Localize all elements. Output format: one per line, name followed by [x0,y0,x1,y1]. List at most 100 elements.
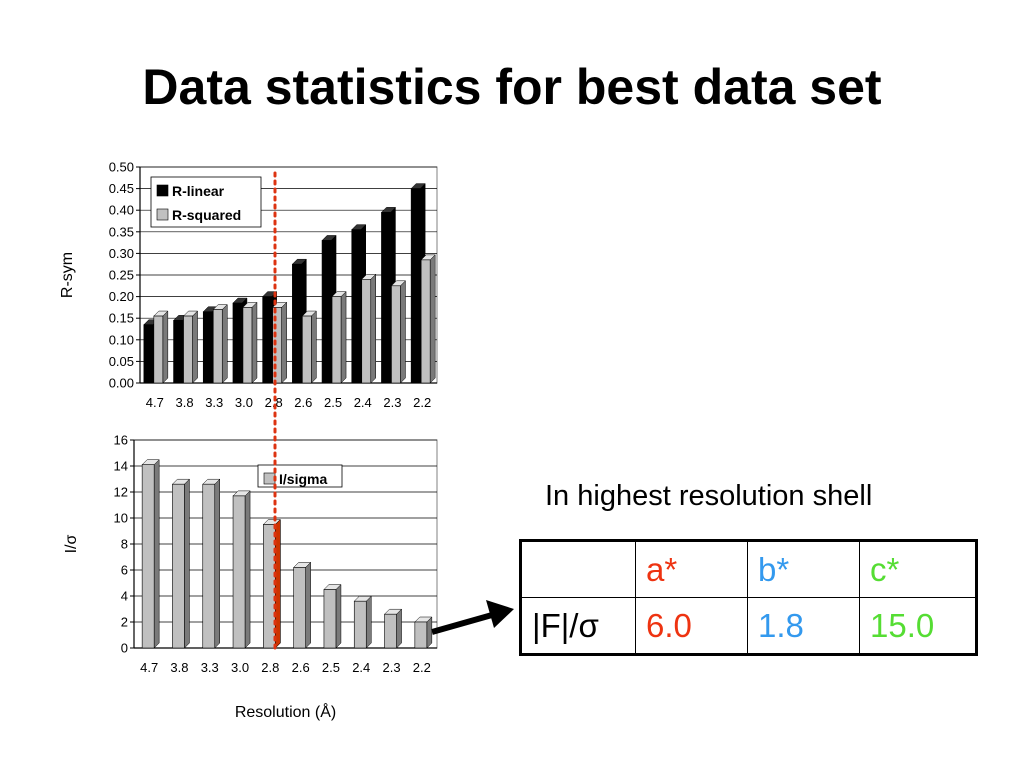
legend-swatch [156,208,169,221]
bar-isigma-2.2-side [426,616,433,649]
stats-row-label: |F|/σ [520,597,636,655]
x-tick-label: 2.8 [265,395,283,410]
legend-label: R-squared [172,207,241,223]
y-tick-label: 0.10 [109,332,134,347]
bar-isigma-2.3-front [384,613,397,649]
bar-isigma-2.4-front [353,600,367,649]
legend-label: R-linear [172,183,225,199]
x-tick-label: 2.8 [261,660,279,675]
i-sigma-chart: 0 2 4 6 8 10 12 14 16 4.7 3.8 3.3 3.0 2.8 2.6 2.5 2.4 2.3… [63,433,438,721]
stats-header-row: a* b* c* [520,540,977,598]
y-tick-label: 8 [121,537,128,552]
bar-rlinear-2.3-front [381,212,391,384]
bar-isigma-4.7 [141,459,160,649]
bar-isigma-2.5 [323,583,342,649]
bar-rsquared-2.4-front [361,279,372,384]
x-tick-label: 3.8 [170,660,188,675]
bar-rsquared-2.5 [331,290,347,384]
bar-isigma-2.6-front [293,567,306,649]
y-tick-label: 0.20 [109,289,134,304]
bar-rsquared-3.0 [242,301,258,384]
bar-rlinear-4.7-front [143,324,154,384]
stats-value-a: 6.0 [635,597,748,655]
y-tick-label: 0.50 [109,160,134,175]
legend: R-linear R-squared [150,176,262,228]
bar-rlinear-3.3-front [202,311,213,384]
x-tick-label: 3.3 [201,660,219,675]
y-axis-label: I/σ [63,534,80,553]
x-tick-label: 3.3 [205,395,223,410]
stats-value-row: |F|/σ 6.0 1.8 15.0 [520,597,977,655]
bar-rsquared-3.3-front [212,309,223,384]
stats-header-b: b* [747,540,860,598]
y-tick-label: 0.15 [109,311,134,326]
bar-rsquared-2.8-side [281,301,287,384]
legend-box [150,176,262,228]
x-tick-label: 2.5 [322,660,340,675]
bar-rsquared-2.5-side [340,290,347,384]
x-tick-label: 3.8 [176,395,194,410]
bar-isigma-2.2 [414,616,433,649]
y-tick-label: 2 [121,615,128,630]
bar-rsquared-3.0-side [251,301,258,384]
x-axis-label: Resolution (Å) [235,702,336,721]
bar-rsquared-4.7-side [162,310,169,384]
bar-isigma-3.3-side [214,478,220,649]
stats-header-c: c* [859,540,977,598]
bar-isigma-4.7-front [141,464,155,649]
bar-isigma-2.3-side [396,608,402,649]
x-tick-label: 4.7 [140,660,158,675]
bar-rsquared-2.3 [390,280,407,384]
bar-rsquared-3.3-side [222,303,228,384]
shell-caption: In highest resolution shell [545,480,873,512]
stats-header-a: a* [635,540,748,598]
bar-rsquared-2.3-front [391,285,401,384]
y-tick-label: 0 [121,641,128,656]
x-tick-label: 2.6 [294,395,312,410]
bar-isigma-2.4-side [366,595,372,649]
x-tick-label: 3.0 [231,660,249,675]
x-tick-label: 4.7 [146,395,164,410]
bar-rsquared-2.8-front [272,307,282,384]
arrow-head-icon [486,600,514,628]
bar-isigma-3.8 [171,478,191,649]
stats-value-b: 1.8 [747,597,860,655]
y-tick-label: 0.40 [109,203,134,218]
bar-rlinear-2.2-front [410,188,421,384]
legend-label: I/sigma [279,471,327,487]
bar-rsquared-3.8-side [192,310,198,384]
legend: I/sigma [257,464,343,488]
bar-isigma-3.8-side [184,478,190,649]
x-tick-label: 2.6 [292,660,310,675]
stats-value-c: 15.0 [859,597,977,655]
bar-isigma-3.0-front [232,495,246,649]
legend-swatch [263,472,276,485]
y-tick-label: 0.30 [109,246,134,261]
bar-rsquared-2.4 [361,273,377,384]
r-sym-chart: 0.00 0.05 0.10 0.15 0.20 0.25 0.30 0.35 0.40 0.45… [59,160,438,410]
bar-isigma-2.6 [293,561,312,649]
y-axis-label: R-sym [59,252,76,298]
bar-rsquared-3.8 [182,310,199,384]
x-tick-label: 2.2 [413,660,431,675]
y-tick-label: 16 [114,433,128,448]
y-tick-label: 0.35 [109,224,134,239]
y-tick-label: 0.25 [109,268,134,283]
bar-isigma-2.2-front [414,621,428,649]
bar-rsquared-2.4-side [370,273,376,384]
bar-rsquared-4.7 [153,310,169,384]
x-tick-label: 3.0 [235,395,253,410]
x-tick-label: 2.4 [352,660,370,675]
bar-rsquared-2.5-front [331,296,342,384]
y-tick-label: 0.05 [109,354,134,369]
x-tick-label: 2.3 [383,660,401,675]
bar-isigma-3.0 [232,490,251,649]
y-tick-label: 10 [114,511,128,526]
y-tick-label: 6 [121,563,128,578]
bar-rlinear-2.8-front [262,296,272,384]
bar-isigma-3.0-side [244,490,251,649]
bar-rsquared-2.2-front [420,259,431,384]
bar-rsquared-2.3-side [400,280,406,384]
bar-isigma-3.8-front [172,483,185,649]
